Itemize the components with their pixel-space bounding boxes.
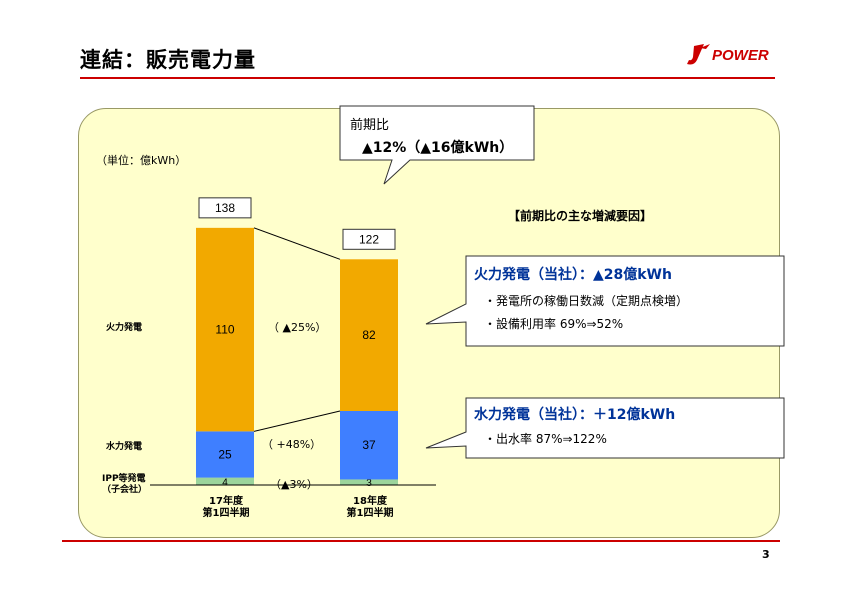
bar-hydro-0 [196,431,254,478]
summary-callout-line1: 前期比 [350,118,390,133]
logo-mark-icon [687,44,704,65]
bar-thermal-0 [196,227,254,432]
jpower-logo: POWER [687,44,769,65]
bar-hydro-1 [340,411,398,480]
category-label-1: 18年度 第1四半期 [346,496,394,519]
hydro-callout-title: 水力発電（当社）：＋12億kWh [474,407,676,423]
footer-rule [62,540,780,542]
total-box-0 [198,197,252,219]
bar-ipp-1 [340,479,398,485]
connector-thermal-base [253,410,341,432]
page-title: 連結：販売電力量 [80,48,256,72]
data-label-thermal-1: 82 [362,328,376,342]
thermal-callout-shape [425,255,785,347]
unit-label: （単位：億kWh） [96,154,187,167]
title-rule [80,77,775,79]
change-hydro: （ +48%） [262,438,322,451]
thermal-callout-item2: ・設備利用率 69%⇒52% [484,317,624,331]
category-label-0: 17年度 第1四半期 [202,496,250,519]
hydro-callout-shape [425,397,785,459]
row-label-thermal: 火力発電 [106,323,143,333]
data-label-ipp-1: 3 [366,478,372,489]
total-label-0: 138 [215,201,235,215]
thermal-callout-item1: ・発電所の稼働日数減（定期点検増） [484,294,689,308]
connector-total [253,227,341,260]
row-label-hydro: 水力発電 [106,442,143,452]
data-label-hydro-1: 37 [362,438,376,452]
data-label-thermal-0: 110 [215,323,234,337]
total-label-1: 122 [359,232,379,246]
summary-callout-line2: ▲12%（▲16億kWh） [362,140,514,156]
thermal-callout-title: 火力発電（当社）：▲28億kWh [474,267,672,283]
page-number: 3 [762,548,770,561]
bar-ipp-0 [196,477,254,485]
change-ipp: （▲3%） [270,478,318,491]
change-thermal: （ ▲25%） [268,321,327,334]
row-label-ipp-line1: IPP等発電 [102,474,146,484]
summary-callout-shape [339,105,535,185]
factors-title: 【前期比の主な増減要因】 [508,209,653,223]
total-box-1 [342,228,396,250]
logo-text: POWER [712,47,769,64]
data-label-hydro-0: 25 [218,447,232,461]
hydro-callout-item1: ・出水率 87%⇒122% [484,432,607,446]
data-label-ipp-0: 4 [222,477,228,488]
row-label-ipp-line2: （子会社） [102,485,148,495]
bar-thermal-1 [340,259,398,411]
